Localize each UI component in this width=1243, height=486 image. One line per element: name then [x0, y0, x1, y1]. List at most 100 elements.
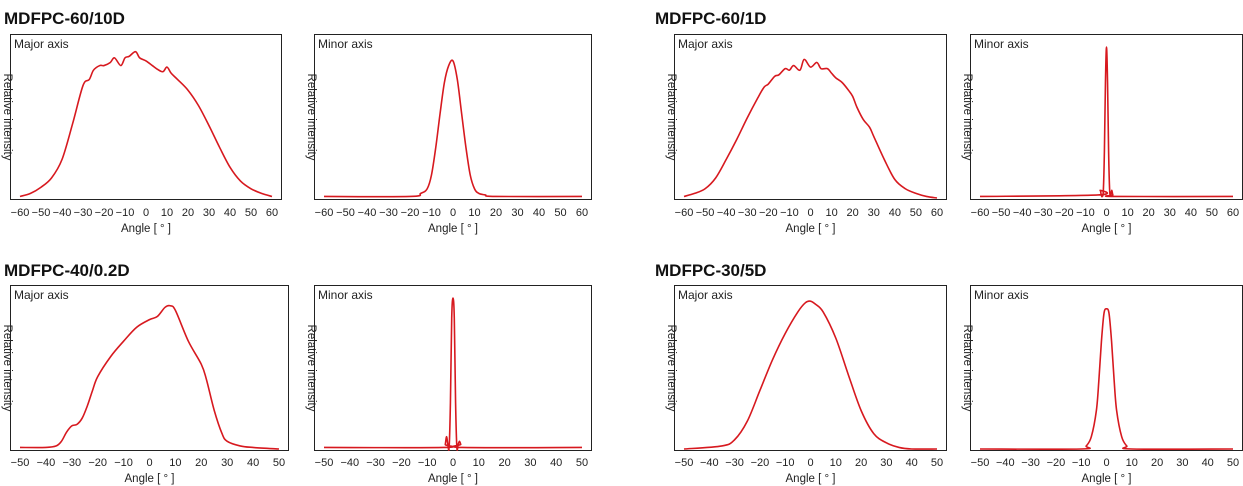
plot-frame: [314, 34, 592, 200]
x-tick-label: −60: [971, 207, 990, 219]
intensity-curve: [323, 297, 583, 451]
intensity-curve: [19, 50, 273, 198]
panel-label: Minor axis: [318, 37, 373, 51]
x-tick-label: −10: [776, 457, 795, 469]
x-tick-label: 50: [273, 457, 285, 469]
panel-label: Minor axis: [974, 37, 1029, 51]
intensity-curve: [323, 59, 583, 198]
x-tick-label: −50: [315, 457, 334, 469]
x-tick-label: 60: [266, 207, 278, 219]
x-tick-label: 30: [221, 457, 233, 469]
panel-label: Major axis: [14, 37, 69, 51]
panel-label: Major axis: [678, 37, 733, 51]
x-tick-label: 0: [807, 207, 813, 219]
x-tick-label: 60: [1227, 207, 1239, 219]
intensity-curve: [683, 58, 938, 199]
x-tick-label: −50: [11, 457, 30, 469]
chart-2: MDFPC-60/1D Major axis Relative intensity −…: [655, 9, 1243, 235]
x-tick-label: −40: [717, 207, 736, 219]
x-tick-label: −10: [1076, 207, 1095, 219]
x-tick-label: −10: [116, 207, 135, 219]
y-axis-label: Relative intensity: [961, 74, 973, 161]
panel-label: Major axis: [14, 288, 69, 302]
x-tick-label: 30: [880, 457, 892, 469]
x-tick-label: −20: [751, 457, 770, 469]
panel-minor: Minor axis Relative intensity −50 −40 −30 −20…: [305, 285, 592, 485]
x-tick-label: 0: [1103, 207, 1109, 219]
x-tick-label: −20: [88, 457, 107, 469]
panel-minor: Minor axis Relative intensity −60 −50 −40 −30…: [961, 34, 1243, 235]
x-tick-label: −40: [53, 207, 72, 219]
x-tick-label: 60: [931, 207, 943, 219]
x-tick-label: 10: [830, 457, 842, 469]
x-tick-label: −10: [418, 457, 437, 469]
x-tick-label: 50: [245, 207, 257, 219]
y-axis-label: Relative intensity: [1, 325, 13, 412]
chart-title: MDFPC-30/5D: [655, 261, 766, 280]
x-tick-label: 10: [1121, 207, 1133, 219]
intensity-curve: [19, 304, 280, 450]
y-axis-label: Relative intensity: [665, 325, 677, 412]
x-tick-label: 30: [511, 207, 523, 219]
chart-4: MDFPC-30/5D Major axis Relative intensity −…: [655, 261, 1243, 485]
x-tick-label: −30: [74, 207, 93, 219]
x-tick-label: −10: [114, 457, 133, 469]
x-tick-label: 40: [1185, 207, 1197, 219]
y-axis-label: Relative intensity: [305, 74, 317, 161]
x-tick-label: −30: [379, 207, 398, 219]
x-tick-label: −50: [336, 207, 355, 219]
panel-label: Major axis: [678, 288, 733, 302]
x-tick-label: −60: [11, 207, 30, 219]
panel-minor: Minor axis Relative intensity −50 −40 −30 −20…: [961, 285, 1243, 485]
x-tick-label: −50: [696, 207, 715, 219]
x-tick-label: 10: [473, 457, 485, 469]
plot-frame: [674, 285, 947, 451]
x-tick-label: −10: [780, 207, 799, 219]
x-tick-label: 10: [468, 207, 480, 219]
x-axis-label: Angle [ ° ]: [428, 223, 478, 235]
x-axis-label: Angle [ ° ]: [1082, 223, 1132, 235]
x-tick-label: −30: [1021, 457, 1040, 469]
x-tick-label: −50: [675, 457, 694, 469]
x-axis-label: Angle [ ° ]: [121, 223, 171, 235]
x-tick-label: 50: [554, 207, 566, 219]
x-tick-label: −30: [62, 457, 81, 469]
intensity-curve: [683, 300, 938, 450]
x-axis-label: Angle [ ° ]: [1082, 473, 1132, 485]
x-tick-label: 40: [906, 457, 918, 469]
x-axis-label: Angle [ ° ]: [125, 473, 175, 485]
x-tick-label: −60: [315, 207, 334, 219]
x-tick-label: −20: [401, 207, 420, 219]
x-tick-label: −20: [95, 207, 114, 219]
x-tick-label: 50: [1227, 457, 1239, 469]
x-tick-label: 0: [450, 207, 456, 219]
panel-major: Major axis Relative intensity −50 −40 −30 −20…: [665, 285, 947, 485]
x-tick-label: −30: [1034, 207, 1053, 219]
x-tick-label: 0: [146, 457, 152, 469]
x-tick-label: 0: [143, 207, 149, 219]
plot-frame: [10, 285, 289, 451]
y-axis-label: Relative intensity: [1, 74, 13, 161]
x-tick-label: 20: [847, 207, 859, 219]
x-tick-label: 50: [576, 457, 588, 469]
x-axis-label: Angle [ ° ]: [786, 473, 836, 485]
x-tick-label: −40: [340, 457, 359, 469]
x-tick-label: −30: [738, 207, 757, 219]
y-axis-label: Relative intensity: [305, 325, 317, 412]
x-tick-label: 40: [889, 207, 901, 219]
x-tick-label: 20: [182, 207, 194, 219]
x-tick-label: 20: [490, 207, 502, 219]
x-tick-label: −20: [392, 457, 411, 469]
x-tick-label: 0: [1103, 457, 1109, 469]
x-tick-label: −10: [1072, 457, 1091, 469]
x-tick-label: −40: [37, 457, 56, 469]
x-tick-label: −40: [700, 457, 719, 469]
x-tick-label: 30: [1164, 207, 1176, 219]
x-tick-label: 50: [910, 207, 922, 219]
x-tick-label: 10: [1126, 457, 1138, 469]
x-tick-label: 20: [1151, 457, 1163, 469]
intensity-curve: [979, 308, 1234, 451]
intensity-curve: [979, 46, 1234, 198]
plot-frame: [314, 285, 592, 451]
x-tick-label: −50: [971, 457, 990, 469]
